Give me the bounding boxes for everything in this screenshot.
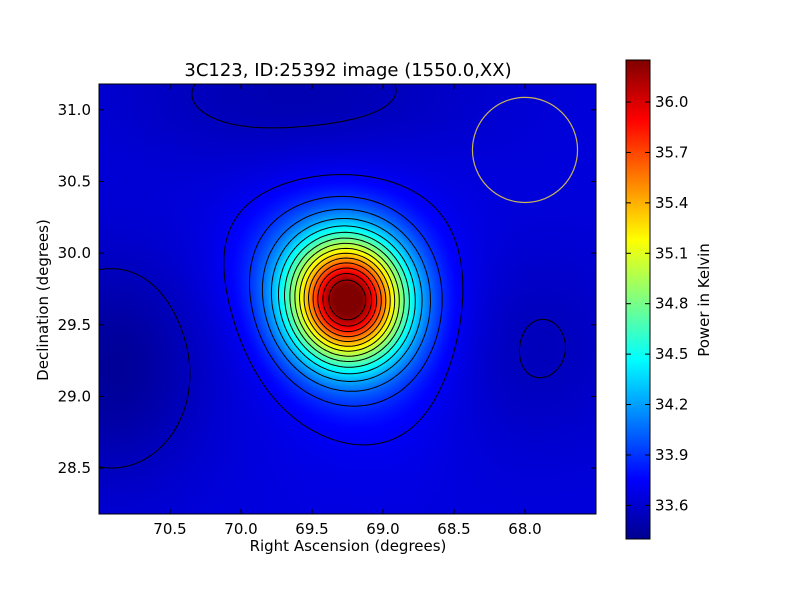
plot-area bbox=[98, 83, 597, 515]
colorbar-ticks: 33.6 33.9 34.2 34.5 34.8 35.1 35.4 35.7 36.0 bbox=[626, 93, 688, 514]
y-tick-label: 30.0 bbox=[58, 244, 91, 262]
y-axis-label: Declination (degrees) bbox=[34, 219, 52, 381]
x-tick-label: 68.0 bbox=[508, 520, 541, 538]
colorbar: 33.6 33.9 34.2 34.5 34.8 35.1 35.4 35.7 36.0 Pow… bbox=[625, 59, 713, 540]
contour-line bbox=[278, 225, 416, 375]
y-tick-label: 30.5 bbox=[58, 172, 91, 190]
x-axis-label: Right Ascension (degrees) bbox=[250, 537, 447, 555]
contour-line bbox=[261, 208, 431, 392]
colorbar-gradient bbox=[625, 59, 651, 540]
y-tick-label: 28.5 bbox=[58, 459, 91, 477]
contour-line bbox=[289, 237, 405, 362]
x-tick-label: 69.0 bbox=[366, 520, 399, 538]
contour-line bbox=[308, 257, 387, 342]
x-tick-label: 70.0 bbox=[224, 520, 257, 538]
contour-line bbox=[299, 247, 396, 352]
y-axis-ticks: 28.5 29.0 29.5 30.0 30.5 31.0 bbox=[58, 101, 596, 477]
x-tick-label: 69.5 bbox=[295, 520, 328, 538]
contour-line bbox=[223, 174, 464, 446]
contour-line bbox=[328, 279, 367, 321]
colorbar-tick-label: 35.1 bbox=[655, 244, 688, 262]
contour-line bbox=[317, 267, 378, 333]
x-tick-label: 68.5 bbox=[437, 520, 470, 538]
contour-line bbox=[99, 84, 566, 469]
contour-lines bbox=[99, 84, 566, 469]
contour-line bbox=[294, 242, 400, 357]
heatmap-image bbox=[99, 84, 596, 514]
colorbar-tick-label: 35.4 bbox=[655, 194, 688, 212]
colorbar-tick-label: 35.7 bbox=[655, 143, 688, 161]
x-tick-label: 70.5 bbox=[153, 520, 186, 538]
contour-line bbox=[270, 218, 423, 382]
y-tick-label: 29.0 bbox=[58, 387, 91, 405]
plot-frame bbox=[98, 83, 597, 515]
colorbar-tick-label: 33.6 bbox=[655, 496, 688, 514]
y-tick-label: 31.0 bbox=[58, 101, 91, 119]
colorbar-label: Power in Kelvin bbox=[695, 243, 713, 357]
colorbar-tick-label: 36.0 bbox=[655, 93, 688, 111]
colorbar-tick-label: 33.9 bbox=[655, 446, 688, 464]
contour-line bbox=[322, 273, 373, 327]
chart-title: 3C123, ID:25392 image (1550.0,XX) bbox=[184, 60, 511, 81]
contour-line bbox=[249, 195, 443, 407]
beam-circle bbox=[471, 96, 579, 204]
y-tick-label: 29.5 bbox=[58, 316, 91, 334]
colorbar-tick-label: 34.5 bbox=[655, 345, 688, 363]
contour-line bbox=[312, 262, 382, 338]
x-axis-ticks: 70.5 70.0 69.5 69.0 68.5 68.0 bbox=[153, 84, 542, 538]
contour-line bbox=[303, 252, 391, 347]
colorbar-tick-label: 34.8 bbox=[655, 295, 688, 313]
contour-line bbox=[284, 231, 410, 368]
colorbar-tick-label: 34.2 bbox=[655, 396, 688, 414]
